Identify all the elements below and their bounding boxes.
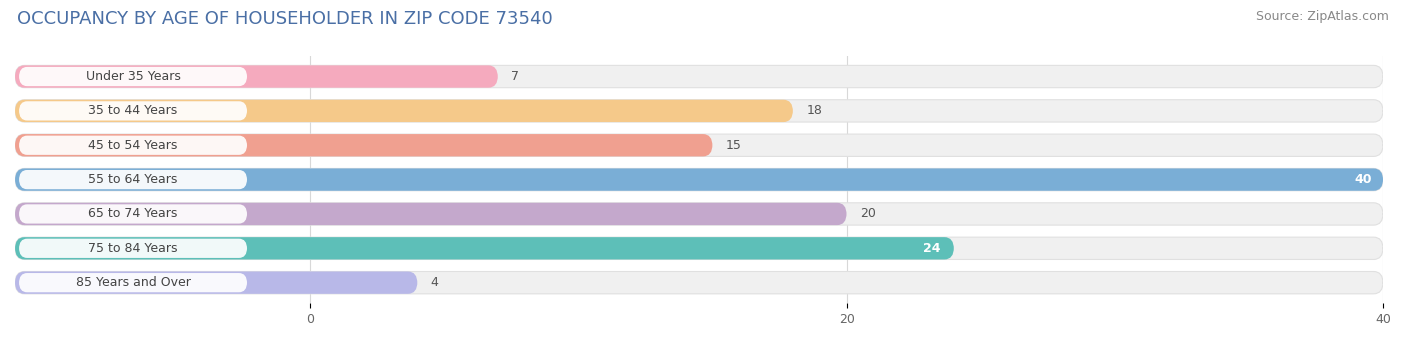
Text: Source: ZipAtlas.com: Source: ZipAtlas.com xyxy=(1256,10,1389,23)
Text: 4: 4 xyxy=(430,276,439,289)
Text: 40: 40 xyxy=(1355,173,1372,186)
FancyBboxPatch shape xyxy=(15,271,418,294)
FancyBboxPatch shape xyxy=(20,204,247,224)
FancyBboxPatch shape xyxy=(20,273,247,292)
FancyBboxPatch shape xyxy=(15,271,1384,294)
FancyBboxPatch shape xyxy=(15,168,1384,191)
FancyBboxPatch shape xyxy=(15,237,953,260)
FancyBboxPatch shape xyxy=(20,101,247,120)
Text: 18: 18 xyxy=(806,104,823,117)
Text: 85 Years and Over: 85 Years and Over xyxy=(76,276,190,289)
Text: 45 to 54 Years: 45 to 54 Years xyxy=(89,139,177,152)
Text: 15: 15 xyxy=(725,139,742,152)
FancyBboxPatch shape xyxy=(15,100,793,122)
FancyBboxPatch shape xyxy=(15,237,1384,260)
Text: OCCUPANCY BY AGE OF HOUSEHOLDER IN ZIP CODE 73540: OCCUPANCY BY AGE OF HOUSEHOLDER IN ZIP C… xyxy=(17,10,553,28)
FancyBboxPatch shape xyxy=(20,136,247,155)
FancyBboxPatch shape xyxy=(15,134,1384,157)
FancyBboxPatch shape xyxy=(15,65,498,88)
Text: 75 to 84 Years: 75 to 84 Years xyxy=(89,242,177,255)
FancyBboxPatch shape xyxy=(15,100,1384,122)
FancyBboxPatch shape xyxy=(20,170,247,189)
FancyBboxPatch shape xyxy=(15,65,1384,88)
Text: 7: 7 xyxy=(512,70,519,83)
FancyBboxPatch shape xyxy=(15,203,1384,225)
Text: 24: 24 xyxy=(922,242,941,255)
Text: Under 35 Years: Under 35 Years xyxy=(86,70,180,83)
Text: 20: 20 xyxy=(860,207,876,220)
FancyBboxPatch shape xyxy=(20,67,247,86)
FancyBboxPatch shape xyxy=(15,134,713,157)
Text: 65 to 74 Years: 65 to 74 Years xyxy=(89,207,177,220)
FancyBboxPatch shape xyxy=(20,239,247,258)
Text: 35 to 44 Years: 35 to 44 Years xyxy=(89,104,177,117)
FancyBboxPatch shape xyxy=(15,168,1384,191)
FancyBboxPatch shape xyxy=(15,203,846,225)
Text: 55 to 64 Years: 55 to 64 Years xyxy=(89,173,177,186)
